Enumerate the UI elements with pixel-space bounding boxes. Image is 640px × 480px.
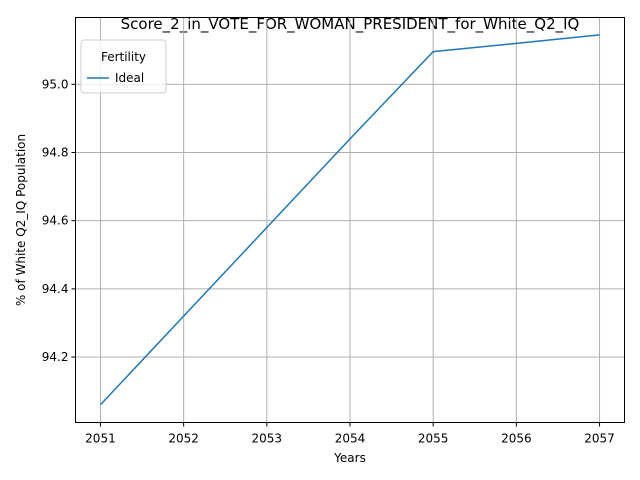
x-tick-label: 2055: [418, 432, 449, 446]
y-tick-label: 94.2: [42, 350, 69, 364]
y-axis: 94.2 94.4 94.6 94.8 95.0: [42, 77, 76, 364]
x-tick-label: 2053: [252, 432, 283, 446]
y-tick-label: 94.4: [42, 282, 69, 296]
grid: [75, 17, 625, 423]
x-tick-label: 2051: [85, 432, 116, 446]
x-tick-label: 2054: [335, 432, 366, 446]
legend: Fertility Ideal: [80, 39, 167, 94]
x-tick-label: 2052: [168, 432, 199, 446]
y-axis-label: % of White Q2_IQ Population: [14, 134, 28, 306]
x-axis-label: Years: [333, 451, 366, 465]
series-line-ideal: [99, 34, 600, 406]
y-tick-label: 94.8: [42, 146, 69, 160]
y-tick-label: 95.0: [42, 77, 69, 91]
legend-box: [80, 39, 167, 94]
series-layer: [99, 34, 600, 406]
x-tick-label: 2057: [584, 432, 615, 446]
legend-label-ideal: Ideal: [115, 71, 144, 85]
x-tick-label: 2056: [501, 432, 532, 446]
y-tick-label: 94.6: [42, 214, 69, 228]
x-axis: 2051 2052 2053 2054 2055 2056 2057: [85, 422, 615, 446]
legend-title: Fertility: [101, 50, 146, 64]
